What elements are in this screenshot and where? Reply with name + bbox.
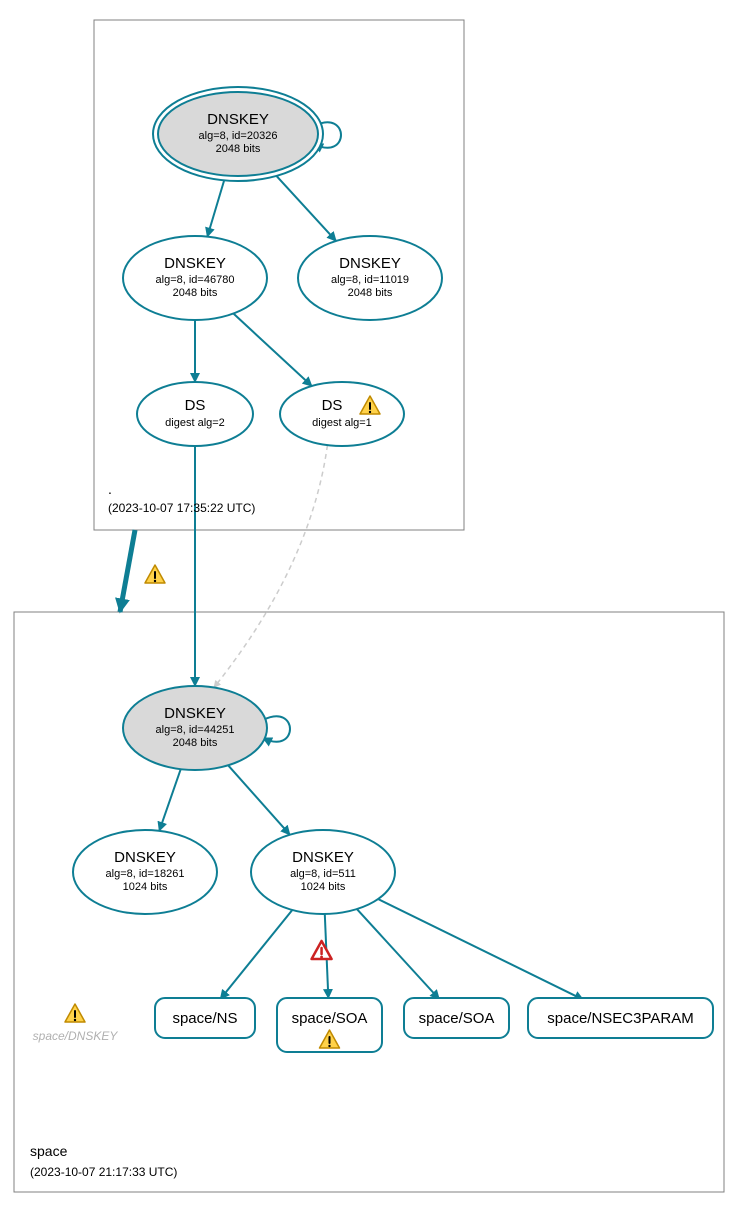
svg-text:DNSKEY: DNSKEY [292, 849, 354, 866]
svg-text:2048 bits: 2048 bits [173, 287, 218, 299]
svg-text:DNSKEY: DNSKEY [207, 111, 269, 128]
svg-text:DNSKEY: DNSKEY [339, 255, 401, 272]
zone-label: space [30, 1143, 68, 1159]
svg-text:DNSKEY: DNSKEY [114, 849, 176, 866]
error-icon [312, 941, 332, 959]
node-space_zsk1: DNSKEY alg=8, id=182611024 bits [73, 830, 217, 914]
svg-text:alg=8, id=20326: alg=8, id=20326 [199, 130, 278, 142]
node-ds1: DS digest alg=2 [137, 382, 253, 446]
svg-text:alg=8, id=511: alg=8, id=511 [290, 868, 356, 880]
svg-text:digest alg=1: digest alg=1 [312, 417, 372, 429]
node-rr_soa2: space/SOA [404, 998, 509, 1038]
svg-text:2048 bits: 2048 bits [173, 737, 218, 749]
edge [228, 765, 290, 834]
zone-label: . [108, 481, 112, 497]
node-root_ksk: DNSKEY alg=8, id=203262048 bits [153, 87, 323, 181]
svg-text:alg=8, id=18261: alg=8, id=18261 [106, 868, 185, 880]
svg-text:alg=8, id=11019: alg=8, id=11019 [331, 274, 409, 286]
svg-text:DS: DS [322, 397, 343, 414]
node-rr_nsec3: space/NSEC3PARAM [528, 998, 713, 1038]
svg-text:space/SOA: space/SOA [419, 1010, 495, 1027]
svg-text:1024 bits: 1024 bits [123, 881, 168, 893]
edge [214, 445, 327, 687]
svg-text:2048 bits: 2048 bits [348, 287, 393, 299]
edge [220, 910, 292, 999]
node-root_zsk1: DNSKEY alg=8, id=467802048 bits [123, 236, 267, 320]
svg-text:alg=8, id=44251: alg=8, id=44251 [156, 724, 235, 736]
svg-text:digest alg=2: digest alg=2 [165, 417, 225, 429]
node-root_zsk2: DNSKEY alg=8, id=110192048 bits [298, 236, 442, 320]
node-rr_ns: space/NS [155, 998, 255, 1038]
svg-text:2048 bits: 2048 bits [216, 143, 261, 155]
edge [273, 172, 336, 241]
svg-text:DNSKEY: DNSKEY [164, 705, 226, 722]
svg-text:space/SOA: space/SOA [292, 1010, 368, 1027]
svg-text:space/NSEC3PARAM: space/NSEC3PARAM [547, 1010, 693, 1027]
svg-text:DNSKEY: DNSKEY [164, 255, 226, 272]
svg-text:alg=8, id=46780: alg=8, id=46780 [156, 274, 235, 286]
svg-text:space/DNSKEY: space/DNSKEY [33, 1029, 119, 1043]
zone-date: (2023-10-07 21:17:33 UTC) [30, 1165, 177, 1179]
edge [378, 899, 583, 1000]
zone-delegation-arrow [120, 530, 135, 612]
edge [207, 175, 225, 236]
warning-icon [65, 1004, 85, 1022]
edge [159, 769, 180, 831]
svg-text:space/NS: space/NS [172, 1010, 237, 1027]
edge [233, 314, 311, 387]
node-space_zsk2: DNSKEY alg=8, id=5111024 bits [251, 830, 395, 914]
svg-text:1024 bits: 1024 bits [301, 881, 346, 893]
node-space_ksk: DNSKEY alg=8, id=442512048 bits [123, 686, 267, 770]
zone-date: (2023-10-07 17:35:22 UTC) [108, 501, 255, 515]
warning-icon [145, 565, 165, 583]
svg-text:DS: DS [185, 397, 206, 414]
node-ds2: DS digest alg=1 [280, 382, 404, 446]
